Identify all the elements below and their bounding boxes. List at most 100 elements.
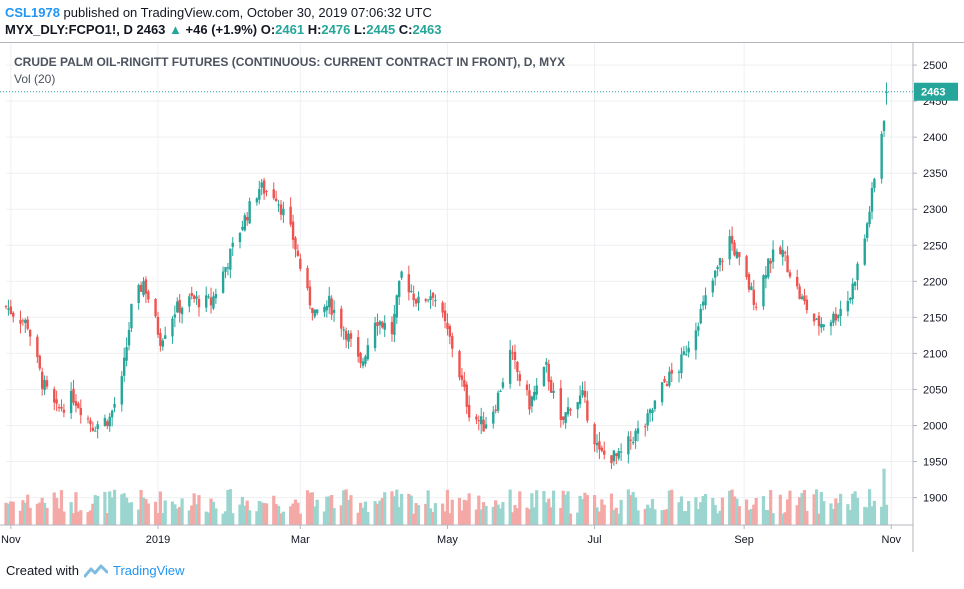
candle-body (359, 352, 362, 364)
candle-body (373, 322, 377, 349)
volume-bar (308, 492, 312, 525)
candle-body (393, 313, 396, 335)
volume-bar (865, 507, 869, 525)
volume-bar (69, 502, 73, 525)
candle-body (308, 286, 312, 306)
volume-bar (108, 491, 112, 525)
candle-body (644, 426, 647, 428)
candle-body (670, 369, 673, 374)
volume-bar (561, 490, 565, 525)
candle-body (190, 292, 193, 297)
volume-bar (853, 491, 857, 525)
candle-body (542, 366, 546, 386)
volume-bar (457, 497, 462, 525)
volume-bar (226, 489, 230, 525)
candle-body (870, 187, 874, 212)
candle-body (619, 451, 623, 453)
volume-bar (496, 504, 500, 525)
candle-body (583, 390, 587, 398)
volume-bar (867, 489, 872, 525)
candle-body (77, 403, 80, 409)
candle-body (535, 385, 538, 395)
volume-bar (192, 493, 196, 525)
candle-body (412, 293, 415, 301)
candle-body (347, 333, 350, 342)
candle-body (865, 223, 869, 238)
candle-body (407, 274, 411, 293)
volume-bar (144, 498, 148, 525)
volume-bar (769, 490, 773, 525)
candle-body (617, 450, 620, 459)
candle-body (262, 180, 266, 194)
volume-bar (383, 492, 387, 525)
candle-body (161, 340, 164, 347)
candle-body (328, 295, 331, 308)
publisher-username[interactable]: CSL1978 (5, 5, 60, 20)
volume-bar (187, 510, 191, 525)
volume-bar (330, 494, 334, 525)
candle-body (788, 272, 792, 277)
volume-bar (448, 513, 452, 525)
volume-bar (544, 502, 548, 525)
volume-bar (346, 499, 351, 525)
last-price: 2463 (136, 22, 166, 37)
candle-body (154, 298, 157, 317)
volume-bar (310, 492, 314, 525)
candle-body (820, 323, 823, 328)
candle-body (603, 450, 606, 455)
volume-bar (211, 501, 216, 525)
volume-bar (129, 502, 134, 525)
chart-container[interactable]: 1900 1950 2000 2050 2100 2150 2200 2250 2300 2350… (0, 42, 964, 554)
candle-body (653, 400, 657, 409)
candle-body (289, 206, 292, 225)
volume-bar (532, 507, 536, 525)
candle-body (564, 412, 567, 424)
volume-bar (728, 490, 732, 525)
candle-body (834, 313, 838, 321)
volume-bar (778, 494, 782, 525)
volume-bar (298, 513, 302, 525)
candle-body (701, 301, 705, 306)
volume-bar (180, 498, 184, 525)
candle-body (846, 300, 850, 312)
candle-body (356, 337, 360, 357)
candle-body (484, 424, 488, 429)
candle-body (800, 296, 804, 300)
volume-bar (6, 503, 11, 525)
volume-bar (325, 496, 329, 525)
candle-body (306, 267, 309, 289)
volume-bar (788, 490, 792, 525)
candle-body (634, 430, 637, 442)
candle-body (156, 316, 160, 335)
footer-brand-link[interactable]: TradingView (112, 563, 185, 578)
candle-body (460, 375, 464, 380)
candle-body (615, 453, 618, 456)
volume-bar (795, 505, 799, 525)
candle-body (511, 352, 514, 354)
candle-body (55, 399, 58, 404)
y-tick-label: 2200 (923, 276, 947, 288)
candle-body (246, 216, 249, 221)
volume-bar (817, 513, 821, 525)
volume-bar (57, 508, 61, 525)
price-chart[interactable]: 1900 1950 2000 2050 2100 2150 2200 2250 2300 2350… (0, 42, 964, 554)
candle-body (547, 363, 550, 382)
candlesticks (4, 82, 888, 470)
candle-body (593, 424, 596, 445)
volume-bar (747, 509, 751, 525)
candle-body (569, 409, 572, 411)
candle-body (229, 248, 232, 270)
candle-body (631, 441, 635, 443)
volume-bar (281, 511, 286, 525)
candle-body (803, 295, 806, 302)
candle-body (277, 204, 280, 206)
volume-bar (42, 502, 47, 525)
candle-body (660, 382, 664, 403)
volume-bar (660, 510, 664, 525)
candle-body (595, 443, 599, 446)
candle-body (113, 403, 116, 408)
volume-bar (228, 489, 232, 525)
volume-bar (262, 503, 266, 525)
volume-bars (4, 468, 889, 525)
candle-body (390, 322, 394, 335)
